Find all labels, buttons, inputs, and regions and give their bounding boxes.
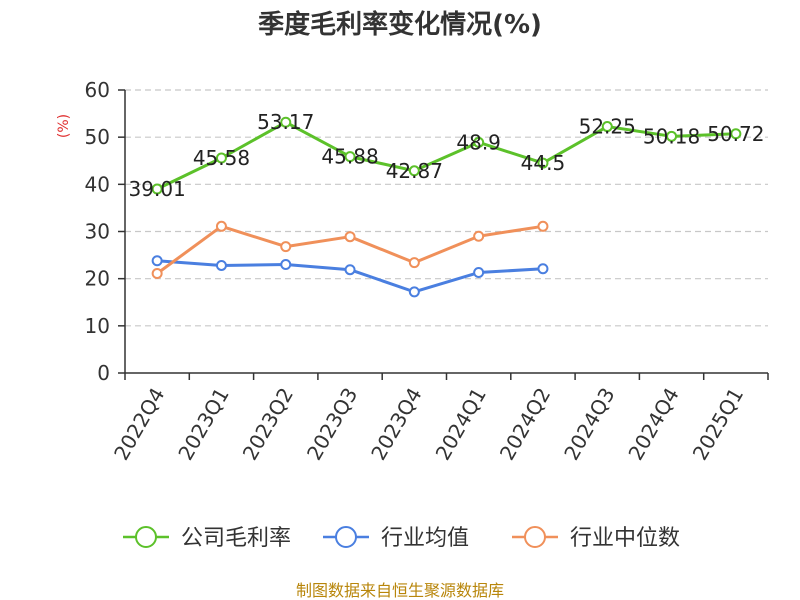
x-tick-label: 2024Q4 [623, 384, 683, 465]
x-tick-label: 2023Q4 [366, 384, 426, 465]
y-tick-label: 40 [85, 172, 110, 196]
data-point [408, 165, 420, 177]
x-tick-label: 2022Q4 [109, 384, 169, 465]
data-point [537, 157, 549, 169]
y-tick-label: 0 [97, 361, 110, 385]
data-point [215, 259, 227, 271]
legend-label: 公司毛利率 [181, 526, 291, 551]
data-label: 53.17 [257, 110, 314, 134]
series-2 [151, 255, 549, 298]
series-3 [151, 220, 549, 279]
data-point [408, 286, 420, 298]
y-tick-label: 50 [85, 125, 110, 149]
data-point [537, 263, 549, 275]
y-axis-label: (%) [56, 114, 72, 138]
data-point [215, 220, 227, 232]
x-tick-label: 2023Q2 [238, 384, 298, 465]
data-point [408, 257, 420, 269]
data-point [280, 259, 292, 271]
data-point [666, 130, 678, 142]
series-1 [151, 116, 742, 195]
source-note: 制图数据来自恒生聚源数据库 [296, 581, 504, 600]
legend-label: 行业均值 [381, 526, 469, 551]
data-point [151, 183, 163, 195]
data-label: 52.25 [579, 115, 636, 139]
data-label: 42.87 [386, 159, 443, 183]
legend-marker [135, 526, 157, 548]
data-point [151, 255, 163, 267]
data-point [730, 128, 742, 140]
data-point [473, 136, 485, 148]
data-point [473, 267, 485, 279]
data-point [344, 231, 356, 243]
x-tick-label: 2024Q1 [431, 384, 491, 465]
data-point [537, 220, 549, 232]
data-point [151, 267, 163, 279]
data-label: 44.5 [521, 151, 566, 175]
chart-title: 季度毛利率变化情况(%) [258, 9, 542, 40]
y-tick-label: 20 [85, 267, 110, 291]
data-point [473, 230, 485, 242]
data-label: 50.18 [643, 124, 700, 148]
data-point [280, 241, 292, 253]
legend-marker [335, 526, 357, 548]
data-label: 48.9 [456, 130, 501, 154]
series-layer [151, 116, 742, 298]
x-tick-label: 2024Q3 [559, 384, 619, 465]
data-label: 50.72 [707, 122, 764, 146]
data-point [280, 116, 292, 128]
x-tick-label: 2025Q1 [688, 384, 748, 465]
x-tick-label: 2023Q3 [302, 384, 362, 465]
x-tick-label: 2023Q1 [173, 384, 233, 465]
data-label: 45.88 [321, 145, 378, 169]
y-tick-label: 30 [85, 220, 110, 244]
legend-item-2[interactable]: 行业均值 [323, 526, 469, 551]
legend-marker [524, 526, 546, 548]
data-point [344, 151, 356, 163]
data-point [344, 264, 356, 276]
data-point [601, 121, 613, 133]
legend-item-3[interactable]: 行业中位数 [512, 526, 680, 551]
data-label: 45.58 [193, 146, 250, 170]
x-tick-label: 2024Q2 [495, 384, 555, 465]
data-label: 39.01 [129, 177, 186, 201]
data-labels: 39.01 45.58 53.17 45.88 42.87 48.9 44.5 52.25 50… [129, 110, 765, 201]
data-point [215, 152, 227, 164]
legend-item-1[interactable]: 公司毛利率 [123, 526, 291, 551]
legend[interactable]: 公司毛利率 行业均值 行业中位数 [123, 526, 680, 551]
y-tick-label: 60 [85, 78, 110, 102]
legend-label: 行业中位数 [570, 526, 680, 551]
y-tick-label: 10 [85, 314, 110, 338]
gridlines [125, 89, 768, 327]
series-line [156, 120, 736, 191]
